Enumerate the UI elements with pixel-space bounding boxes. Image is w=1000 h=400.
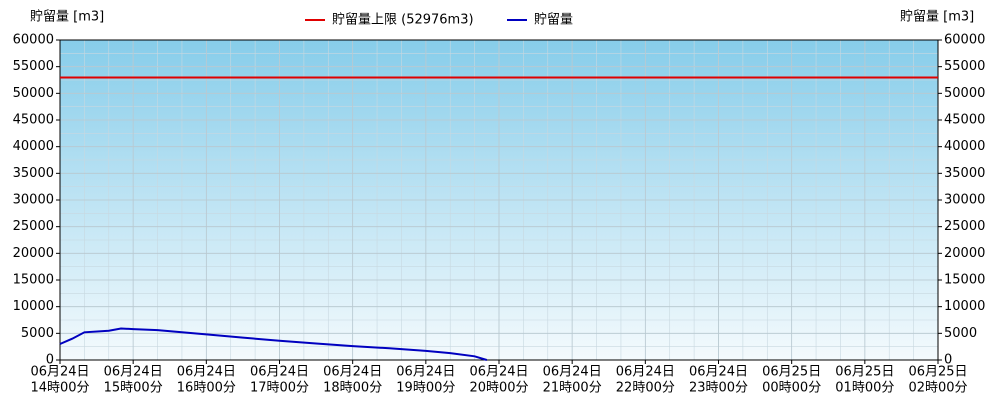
y2-axis-label: 貯留量 [m3]: [900, 10, 974, 25]
x-tick-label: 21時00分: [543, 381, 602, 396]
y-tick-label: 10000: [13, 299, 54, 314]
x-tick-label: 06月24日: [689, 365, 748, 380]
x-tick-label: 06月24日: [616, 365, 675, 380]
x-tick-label: 02時00分: [908, 381, 967, 396]
x-tick-label: 06月24日: [543, 365, 602, 380]
y2-tick-label: 30000: [944, 193, 985, 208]
y-tick-label: 5000: [21, 326, 54, 341]
y2-tick-label: 35000: [944, 166, 985, 181]
x-tick-label: 06月25日: [762, 365, 821, 380]
x-tick-label: 23時00分: [689, 381, 748, 396]
y-tick-label: 45000: [13, 113, 54, 128]
x-tick-label: 06月24日: [469, 365, 528, 380]
x-tick-label: 14時00分: [30, 381, 89, 396]
y-tick-label: 40000: [13, 139, 54, 154]
y-tick-label: 25000: [13, 219, 54, 234]
x-tick-label: 15時00分: [104, 381, 163, 396]
y-axis-label: 貯留量 [m3]: [30, 10, 104, 25]
y2-tick-label: 45000: [944, 113, 985, 128]
x-tick-label: 06月25日: [908, 365, 967, 380]
y2-tick-label: 55000: [944, 59, 985, 74]
y-tick-label: 55000: [13, 59, 54, 74]
plot-frame: [59, 39, 939, 361]
y-tick-label: 20000: [13, 246, 54, 261]
x-tick-label: 00時00分: [762, 381, 821, 396]
y2-tick-label: 25000: [944, 219, 985, 234]
x-tick-label: 06月24日: [30, 365, 89, 380]
y2-tick-label: 15000: [944, 273, 985, 288]
y2-tick-label: 10000: [944, 299, 985, 314]
x-tick-label: 19時00分: [396, 381, 455, 396]
y-tick-label: 15000: [13, 273, 54, 288]
y-tick-label: 60000: [13, 33, 54, 48]
y-tick-label: 35000: [13, 166, 54, 181]
x-tick-label: 06月25日: [835, 365, 894, 380]
x-tick-label: 17時00分: [250, 381, 309, 396]
y2-tick-label: 0: [944, 353, 952, 368]
x-tick-label: 06月24日: [323, 365, 382, 380]
x-tick-label: 06月24日: [250, 365, 309, 380]
y2-tick-label: 40000: [944, 139, 985, 154]
x-tick-label: 06月24日: [177, 365, 236, 380]
x-tick-label: 20時00分: [469, 381, 528, 396]
x-tick-label: 16時00分: [177, 381, 236, 396]
x-tick-label: 06月24日: [396, 365, 455, 380]
x-tick-label: 06月24日: [104, 365, 163, 380]
y-tick-label: 30000: [13, 193, 54, 208]
y-tick-label: 0: [46, 353, 54, 368]
y2-tick-label: 5000: [944, 326, 977, 341]
y2-tick-label: 50000: [944, 86, 985, 101]
y2-tick-label: 20000: [944, 246, 985, 261]
legend-label-limit: 貯留量上限 (52976m3): [332, 13, 474, 28]
legend-label: 貯留量: [534, 13, 573, 28]
x-tick-label: 01時00分: [835, 381, 894, 396]
y-tick-label: 50000: [13, 86, 54, 101]
series-line: [59, 327, 488, 361]
x-tick-label: 18時00分: [323, 381, 382, 396]
x-tick-label: 22時00分: [616, 381, 675, 396]
y2-tick-label: 60000: [944, 33, 985, 48]
